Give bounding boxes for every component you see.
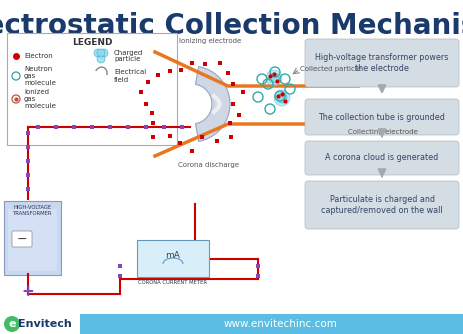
- FancyBboxPatch shape: [0, 314, 463, 334]
- Text: Electrical
field: Electrical field: [114, 69, 146, 82]
- FancyBboxPatch shape: [305, 99, 459, 135]
- FancyBboxPatch shape: [0, 314, 80, 334]
- Text: Envitech: Envitech: [18, 319, 72, 329]
- Circle shape: [277, 93, 287, 103]
- Text: www.envitechinc.com: www.envitechinc.com: [223, 319, 337, 329]
- Text: Collected particle: Collected particle: [300, 66, 361, 72]
- Circle shape: [97, 55, 105, 63]
- Circle shape: [97, 49, 105, 57]
- FancyBboxPatch shape: [305, 141, 459, 175]
- Text: Collecting electrode: Collecting electrode: [348, 129, 418, 135]
- Text: Ionized
gas
molecule: Ionized gas molecule: [24, 89, 56, 109]
- Text: Neutron
gas
molecule: Neutron gas molecule: [24, 66, 56, 86]
- Text: e: e: [8, 319, 16, 329]
- Text: +: +: [22, 285, 34, 300]
- FancyBboxPatch shape: [7, 33, 177, 145]
- Circle shape: [100, 49, 108, 57]
- Circle shape: [266, 70, 282, 86]
- Text: Ionizing electrode: Ionizing electrode: [179, 38, 241, 44]
- FancyBboxPatch shape: [8, 209, 57, 271]
- Circle shape: [274, 90, 290, 106]
- Circle shape: [269, 73, 279, 83]
- Text: HIGH-VOLTAGE
TRANSFORMER: HIGH-VOLTAGE TRANSFORMER: [13, 205, 52, 216]
- Polygon shape: [195, 66, 230, 141]
- FancyBboxPatch shape: [305, 181, 459, 229]
- FancyBboxPatch shape: [0, 314, 75, 334]
- FancyBboxPatch shape: [4, 201, 61, 275]
- Text: CORONA CURRENT METER: CORONA CURRENT METER: [138, 280, 207, 285]
- FancyBboxPatch shape: [12, 231, 32, 247]
- Text: A corona cloud is generated: A corona cloud is generated: [325, 154, 438, 163]
- Text: Electrostatic Collection Mechanism: Electrostatic Collection Mechanism: [0, 12, 463, 40]
- Text: LEGEND: LEGEND: [72, 38, 112, 47]
- Text: The collection tube is grounded: The collection tube is grounded: [319, 113, 445, 122]
- Text: Particulate is charged and
captured/removed on the wall: Particulate is charged and captured/remo…: [321, 195, 443, 215]
- Text: Electron: Electron: [24, 53, 53, 59]
- Text: Corona discharge: Corona discharge: [177, 162, 238, 168]
- Text: High-voltage transformer powers
the electrode: High-voltage transformer powers the elec…: [315, 53, 449, 73]
- Text: −: −: [17, 232, 27, 245]
- Circle shape: [94, 49, 102, 57]
- FancyBboxPatch shape: [137, 240, 209, 277]
- Text: Charged
particle: Charged particle: [114, 49, 143, 62]
- Text: mA: mA: [166, 251, 181, 260]
- Circle shape: [4, 316, 20, 332]
- FancyBboxPatch shape: [305, 39, 459, 87]
